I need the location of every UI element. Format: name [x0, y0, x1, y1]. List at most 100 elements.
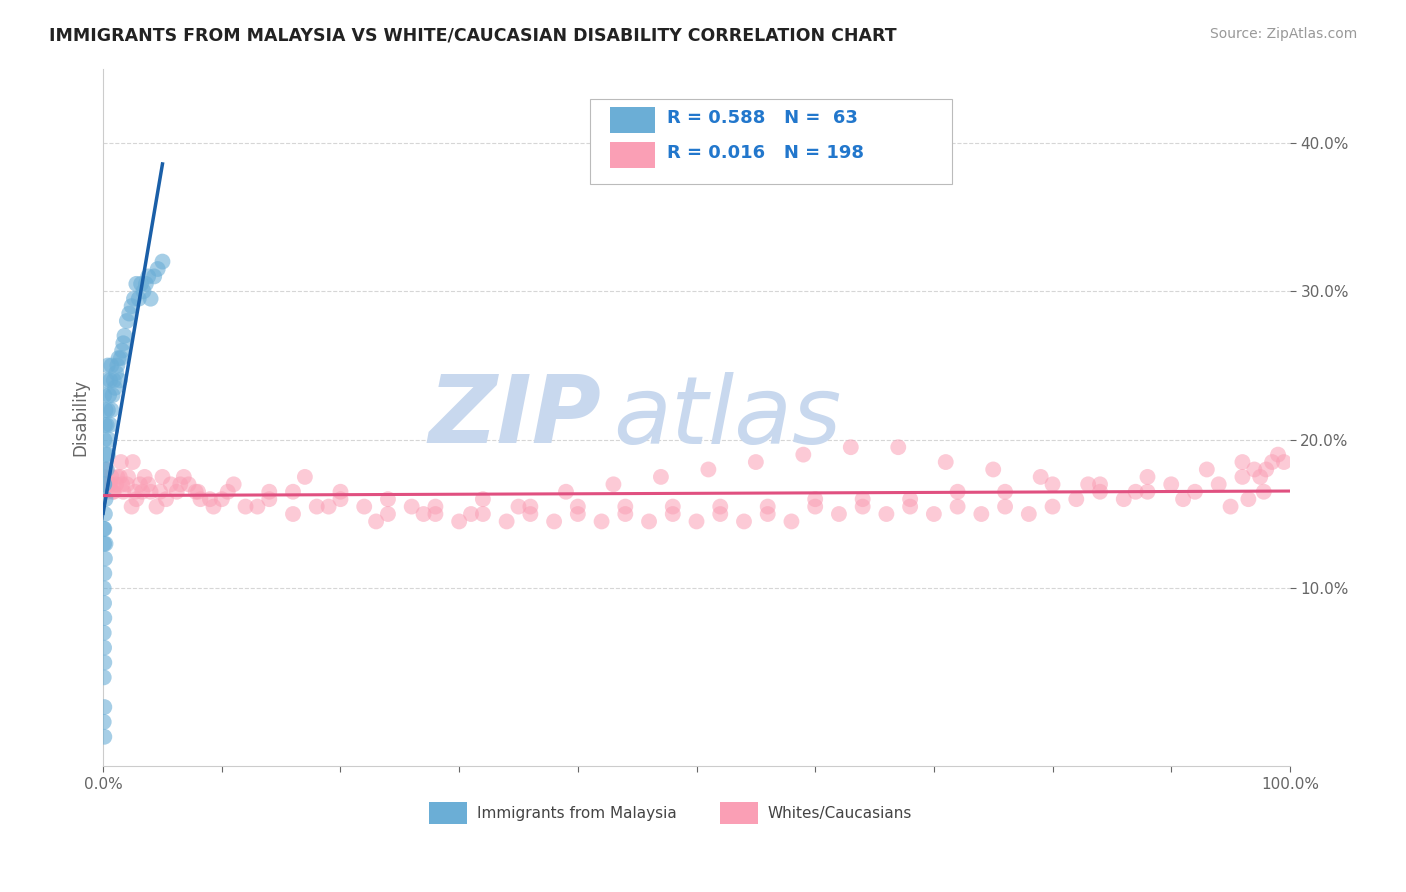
Point	[110, 455, 132, 469]
Point	[1195, 462, 1218, 476]
Point	[246, 500, 269, 514]
Point	[1112, 492, 1135, 507]
Point	[145, 500, 167, 514]
Point	[94, 403, 117, 417]
FancyBboxPatch shape	[429, 802, 467, 824]
Point	[1208, 477, 1230, 491]
Point	[107, 351, 129, 365]
Point	[567, 507, 589, 521]
Point	[122, 292, 145, 306]
Point	[804, 492, 827, 507]
Point	[1237, 492, 1260, 507]
Point	[124, 484, 146, 499]
Point	[111, 343, 134, 358]
Point	[994, 484, 1017, 499]
Point	[1042, 500, 1064, 514]
Point	[100, 403, 122, 417]
Point	[198, 492, 221, 507]
Point	[1029, 470, 1052, 484]
Point	[1249, 470, 1271, 484]
Point	[994, 500, 1017, 514]
FancyBboxPatch shape	[589, 98, 952, 184]
Point	[1232, 470, 1254, 484]
Text: atlas: atlas	[613, 372, 842, 463]
Point	[294, 470, 316, 484]
Point	[155, 492, 177, 507]
Point	[259, 492, 281, 507]
Point	[353, 500, 375, 514]
Point	[93, 611, 115, 625]
Point	[112, 484, 135, 499]
Point	[115, 314, 138, 328]
Point	[94, 462, 117, 476]
Point	[93, 714, 115, 729]
Point	[128, 292, 150, 306]
Point	[1136, 470, 1159, 484]
Point	[425, 500, 447, 514]
Point	[425, 507, 447, 521]
Point	[1232, 455, 1254, 469]
Point	[159, 477, 181, 491]
Point	[93, 625, 115, 640]
Point	[117, 470, 139, 484]
Point	[94, 551, 117, 566]
Point	[364, 515, 387, 529]
Point	[922, 507, 945, 521]
Point	[125, 277, 148, 291]
Text: R = 0.016   N = 198: R = 0.016 N = 198	[666, 144, 863, 162]
Point	[591, 515, 613, 529]
Point	[685, 515, 707, 529]
Point	[211, 492, 233, 507]
Point	[756, 507, 779, 521]
FancyBboxPatch shape	[610, 107, 655, 134]
Point	[614, 500, 637, 514]
Point	[94, 448, 117, 462]
Point	[709, 507, 731, 521]
Point	[519, 507, 541, 521]
Point	[329, 484, 352, 499]
Point	[519, 500, 541, 514]
Point	[281, 507, 304, 521]
Point	[139, 292, 162, 306]
Point	[935, 455, 957, 469]
Point	[93, 433, 115, 447]
Point	[1184, 484, 1206, 499]
Point	[93, 730, 115, 744]
Point	[105, 366, 128, 380]
Point	[94, 417, 117, 432]
Point	[1261, 455, 1284, 469]
Y-axis label: Disability: Disability	[72, 379, 89, 456]
Point	[115, 477, 138, 491]
Point	[946, 484, 969, 499]
Point	[852, 492, 875, 507]
Point	[94, 507, 117, 521]
Point	[259, 484, 281, 499]
Point	[638, 515, 661, 529]
Point	[1267, 448, 1289, 462]
Point	[105, 359, 128, 373]
Point	[129, 277, 152, 291]
Point	[121, 500, 143, 514]
Point	[105, 470, 128, 484]
Point	[94, 537, 117, 551]
Point	[222, 477, 245, 491]
Point	[93, 537, 115, 551]
Point	[602, 477, 624, 491]
Point	[149, 484, 172, 499]
Point	[166, 484, 188, 499]
Point	[103, 484, 125, 499]
Point	[1077, 477, 1099, 491]
Point	[98, 477, 121, 491]
Point	[281, 484, 304, 499]
Point	[412, 507, 434, 521]
Point	[828, 507, 851, 521]
Point	[136, 477, 159, 491]
Text: R = 0.588   N =  63: R = 0.588 N = 63	[666, 109, 858, 127]
Point	[98, 388, 121, 402]
Point	[804, 500, 827, 514]
Point	[780, 515, 803, 529]
Point	[98, 477, 121, 491]
Point	[93, 670, 115, 684]
Point	[105, 477, 128, 491]
Point	[792, 448, 814, 462]
